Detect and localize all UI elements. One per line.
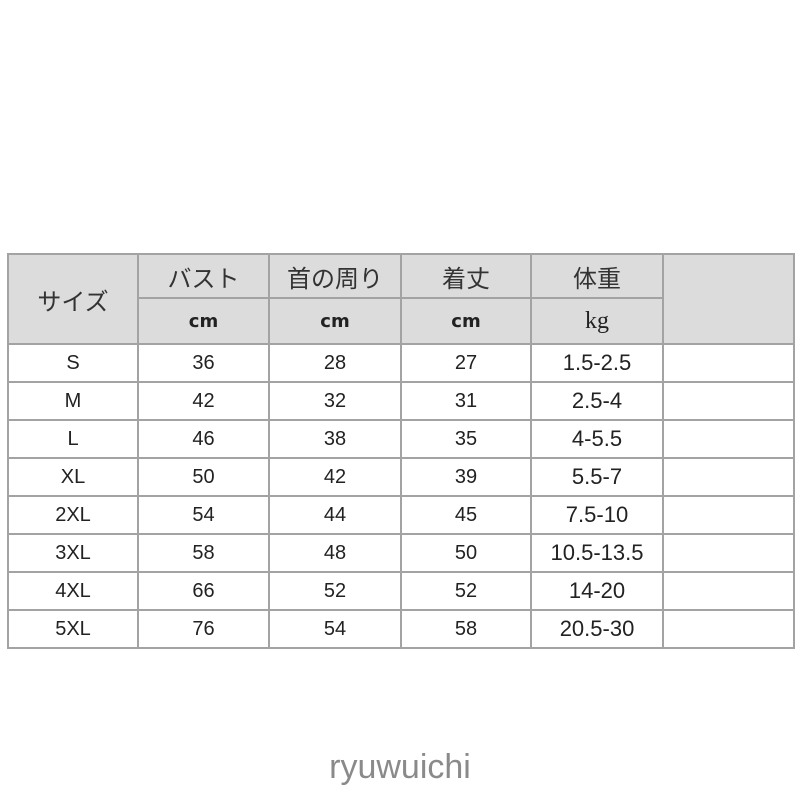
empty-cell (662, 609, 795, 649)
table-row: S 36 28 27 1.5-2.5 (7, 343, 795, 383)
header-row: サイズ バスト 首の周り 着丈 体重 (7, 253, 795, 345)
unit-weight: kg (530, 297, 664, 345)
table-cell: 58 (400, 609, 532, 649)
table-row: M 42 32 31 2.5-4 (7, 381, 795, 421)
column-header-neck: 首の周り (268, 253, 402, 299)
table-cell: 54 (137, 495, 270, 535)
size-chart-table: サイズ バスト 首の周り 着丈 体重 cm cm cm kg S 36 28 27 1.… (7, 253, 795, 649)
table-cell: 66 (137, 571, 270, 611)
table-cell: 46 (137, 419, 270, 459)
table-cell: M (7, 381, 139, 421)
table-cell: 36 (137, 343, 270, 383)
empty-cell (662, 495, 795, 535)
table-cell: 20.5-30 (530, 609, 664, 649)
empty-header-cell (662, 253, 795, 345)
table-cell: 2XL (7, 495, 139, 535)
column-header-bust: バスト (137, 253, 270, 299)
table-row: XL 50 42 39 5.5-7 (7, 457, 795, 497)
table-cell: 4-5.5 (530, 419, 664, 459)
table-cell: 3XL (7, 533, 139, 573)
table-cell: 35 (400, 419, 532, 459)
table-cell: 48 (268, 533, 402, 573)
table-cell: 38 (268, 419, 402, 459)
unit-neck: cm (268, 297, 402, 345)
unit-length: cm (400, 297, 532, 345)
table-row: 5XL 76 54 58 20.5-30 (7, 609, 795, 649)
table-cell: 45 (400, 495, 532, 535)
table-cell: 2.5-4 (530, 381, 664, 421)
table-cell: 58 (137, 533, 270, 573)
table-cell: 50 (137, 457, 270, 497)
table-cell: 54 (268, 609, 402, 649)
table-cell: 32 (268, 381, 402, 421)
table-cell: 7.5-10 (530, 495, 664, 535)
empty-cell (662, 381, 795, 421)
unit-row: cm cm cm kg (8, 297, 794, 345)
size-header: サイズ (7, 253, 139, 345)
table-row: 4XL 66 52 52 14-20 (7, 571, 795, 611)
column-header-length: 着丈 (400, 253, 532, 299)
table-cell: 52 (400, 571, 532, 611)
empty-cell (662, 571, 795, 611)
table-cell: 52 (268, 571, 402, 611)
table-cell: 5XL (7, 609, 139, 649)
table-cell: 4XL (7, 571, 139, 611)
table-cell: 42 (137, 381, 270, 421)
table-cell: 14-20 (530, 571, 664, 611)
table-cell: 10.5-13.5 (530, 533, 664, 573)
empty-cell (662, 343, 795, 383)
unit-bust: cm (137, 297, 270, 345)
table-cell: 76 (137, 609, 270, 649)
table-cell: 27 (400, 343, 532, 383)
empty-cell (662, 457, 795, 497)
table-cell: L (7, 419, 139, 459)
table-row: 2XL 54 44 45 7.5-10 (7, 495, 795, 535)
table-cell: 39 (400, 457, 532, 497)
table-cell: 5.5-7 (530, 457, 664, 497)
table-row: 3XL 58 48 50 10.5-13.5 (7, 533, 795, 573)
table-cell: 28 (268, 343, 402, 383)
empty-cell (662, 533, 795, 573)
table-cell: 50 (400, 533, 532, 573)
table-cell: 31 (400, 381, 532, 421)
table-cell: 42 (268, 457, 402, 497)
table-cell: S (7, 343, 139, 383)
empty-cell (662, 419, 795, 459)
table-cell: 44 (268, 495, 402, 535)
table-cell: 1.5-2.5 (530, 343, 664, 383)
column-header-weight: 体重 (530, 253, 664, 299)
table-row: L 46 38 35 4-5.5 (7, 419, 795, 459)
watermark: ryuwuichi (329, 748, 471, 786)
table-cell: XL (7, 457, 139, 497)
